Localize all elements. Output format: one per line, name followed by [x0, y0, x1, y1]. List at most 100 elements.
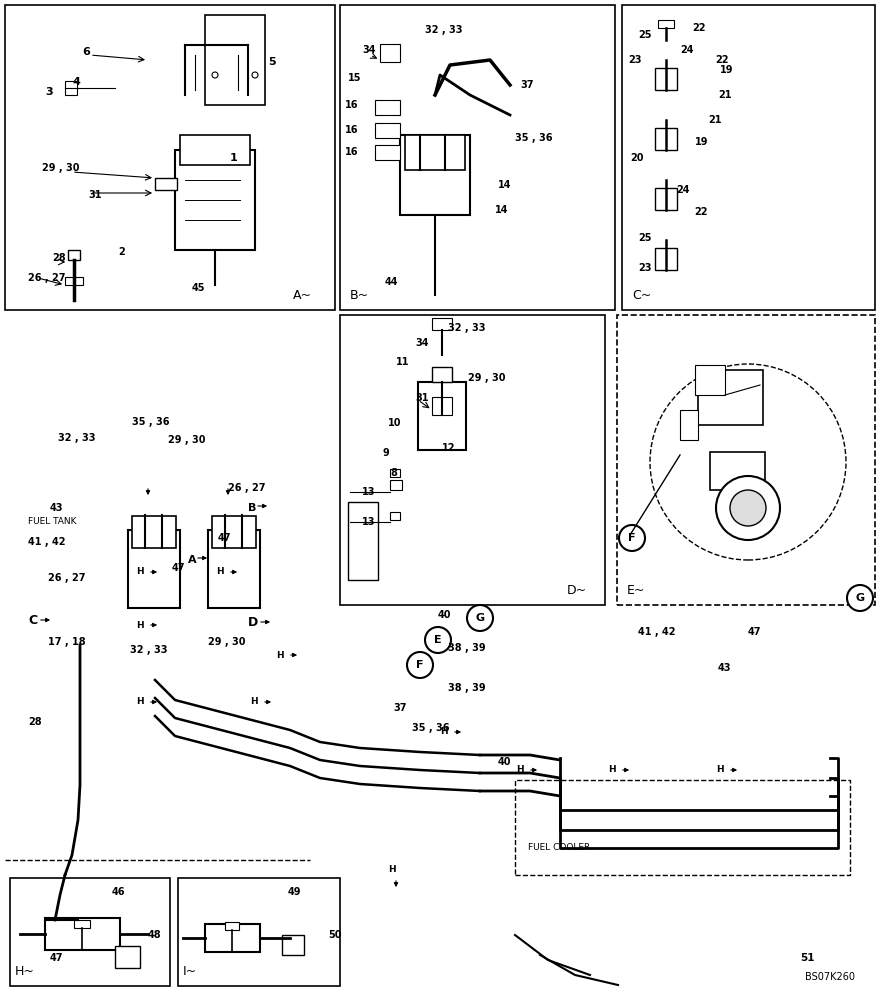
- Text: A~: A~: [293, 289, 312, 302]
- Text: 47: 47: [218, 533, 231, 543]
- Text: 19: 19: [720, 65, 734, 75]
- Text: FUEL COOLER: FUEL COOLER: [528, 844, 590, 852]
- Bar: [205, 924, 260, 952]
- Text: 8: 8: [390, 468, 397, 478]
- Text: 50: 50: [328, 930, 341, 940]
- Bar: [432, 318, 452, 330]
- Text: D~: D~: [567, 584, 587, 597]
- Text: 43: 43: [718, 663, 731, 673]
- Text: E: E: [434, 635, 442, 645]
- Bar: [132, 516, 176, 548]
- Text: B: B: [248, 503, 256, 513]
- Bar: [180, 135, 250, 165]
- Text: 48: 48: [148, 930, 162, 940]
- Text: 22: 22: [715, 55, 729, 65]
- Text: BS07K260: BS07K260: [805, 972, 855, 982]
- Bar: [380, 44, 400, 62]
- Circle shape: [650, 364, 846, 560]
- Text: 23: 23: [628, 55, 642, 65]
- Bar: [405, 135, 465, 170]
- Text: 41 , 42: 41 , 42: [28, 537, 65, 547]
- Text: 49: 49: [288, 887, 302, 897]
- Text: 10: 10: [388, 418, 401, 428]
- Text: H: H: [516, 766, 524, 774]
- Bar: [208, 530, 260, 608]
- Text: 51: 51: [800, 953, 815, 963]
- Bar: [212, 516, 256, 548]
- Bar: [340, 5, 615, 310]
- Text: 13: 13: [362, 487, 376, 497]
- Text: 47: 47: [748, 627, 761, 637]
- Text: B~: B~: [350, 289, 369, 302]
- Bar: [282, 935, 304, 955]
- Text: 1: 1: [230, 153, 238, 163]
- Text: 20: 20: [630, 153, 643, 163]
- Text: 35 , 36: 35 , 36: [515, 133, 553, 143]
- Bar: [68, 250, 80, 260]
- Text: 23: 23: [638, 263, 651, 273]
- Bar: [74, 920, 90, 928]
- Bar: [155, 178, 177, 190]
- Text: H: H: [216, 568, 224, 576]
- Bar: [375, 123, 400, 138]
- Text: 38 , 39: 38 , 39: [448, 683, 486, 693]
- Circle shape: [252, 72, 258, 78]
- Text: C: C: [28, 613, 37, 626]
- Text: E~: E~: [627, 584, 645, 597]
- Text: 13: 13: [362, 517, 376, 527]
- Text: 46: 46: [112, 887, 126, 897]
- Bar: [400, 135, 470, 215]
- Text: 21: 21: [708, 115, 722, 125]
- Text: H: H: [440, 728, 448, 736]
- Text: 6: 6: [82, 47, 90, 57]
- Circle shape: [467, 605, 493, 631]
- Text: 26 , 27: 26 , 27: [48, 573, 85, 583]
- Bar: [617, 315, 875, 605]
- Text: 2: 2: [118, 247, 125, 257]
- Text: 34: 34: [362, 45, 376, 55]
- Text: 32 , 33: 32 , 33: [448, 323, 486, 333]
- Text: 32 , 33: 32 , 33: [58, 433, 96, 443]
- Text: 12: 12: [442, 443, 456, 453]
- Text: 29 , 30: 29 , 30: [208, 637, 246, 647]
- Text: I~: I~: [183, 965, 197, 978]
- Bar: [418, 382, 466, 450]
- Text: F: F: [416, 660, 424, 670]
- Text: 38 , 39: 38 , 39: [448, 643, 486, 653]
- Bar: [175, 150, 255, 250]
- Text: H: H: [276, 650, 283, 660]
- Text: H: H: [250, 698, 258, 706]
- Text: 47: 47: [172, 563, 186, 573]
- Bar: [695, 365, 725, 395]
- Text: 21: 21: [718, 90, 731, 100]
- Text: H: H: [388, 865, 396, 874]
- Text: 40: 40: [438, 610, 451, 620]
- Text: 22: 22: [694, 207, 708, 217]
- Text: 16: 16: [345, 100, 358, 110]
- Text: G: G: [475, 613, 485, 623]
- Text: 35 , 36: 35 , 36: [132, 417, 170, 427]
- Bar: [390, 512, 400, 520]
- Bar: [225, 922, 239, 930]
- Bar: [622, 5, 875, 310]
- Bar: [655, 68, 677, 90]
- Circle shape: [716, 476, 780, 540]
- Bar: [680, 410, 698, 440]
- Text: 37: 37: [520, 80, 533, 90]
- Bar: [205, 15, 265, 105]
- Text: 14: 14: [498, 180, 511, 190]
- Bar: [5, 5, 335, 310]
- Bar: [375, 145, 400, 160]
- Text: 28: 28: [52, 253, 66, 263]
- Text: 17 , 18: 17 , 18: [48, 637, 85, 647]
- Text: 19: 19: [695, 137, 708, 147]
- Text: 29 , 30: 29 , 30: [168, 435, 206, 445]
- Bar: [655, 248, 677, 270]
- Text: C~: C~: [632, 289, 651, 302]
- Text: 11: 11: [396, 357, 409, 367]
- Bar: [340, 315, 605, 605]
- Text: 32 , 33: 32 , 33: [425, 25, 463, 35]
- Text: 44: 44: [385, 277, 399, 287]
- Text: H: H: [716, 766, 723, 774]
- Bar: [515, 780, 850, 875]
